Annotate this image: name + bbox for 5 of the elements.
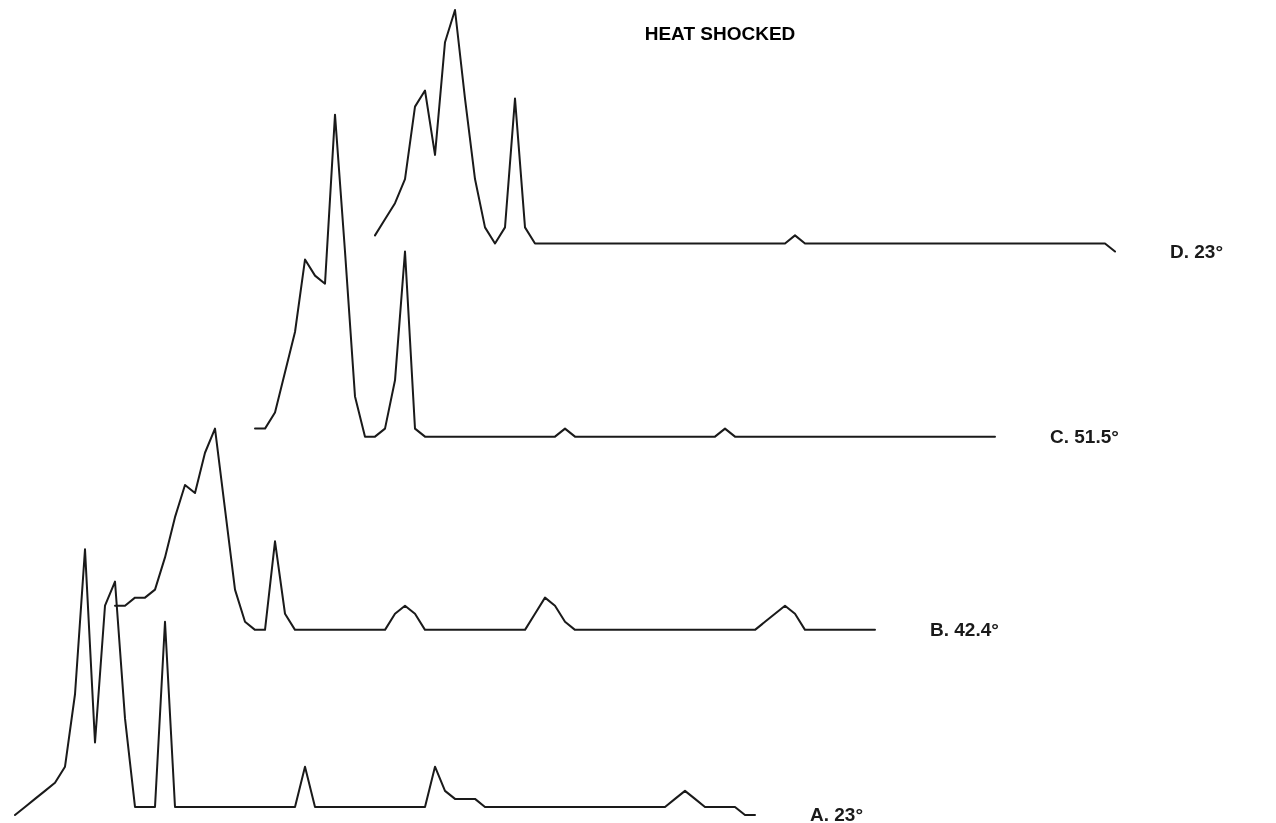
text: C. 51.5° (1050, 425, 1119, 447)
text: B. 42.4° (930, 618, 999, 640)
text: HEAT SHOCKED (644, 23, 796, 44)
text: A. 23° (810, 804, 864, 823)
text: D. 23° (1170, 240, 1224, 262)
